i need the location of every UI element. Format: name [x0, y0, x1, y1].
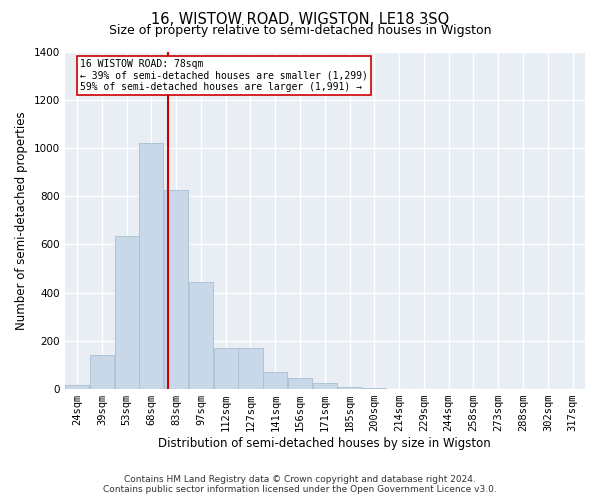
Bar [214, 348, 238, 389]
Bar [189, 282, 213, 389]
Y-axis label: Number of semi-detached properties: Number of semi-detached properties [15, 111, 28, 330]
Bar [313, 383, 337, 389]
Bar [115, 236, 139, 389]
Text: Size of property relative to semi-detached houses in Wigston: Size of property relative to semi-detach… [109, 24, 491, 37]
Bar [90, 356, 114, 389]
Text: 16 WISTOW ROAD: 78sqm
← 39% of semi-detached houses are smaller (1,299)
59% of s: 16 WISTOW ROAD: 78sqm ← 39% of semi-deta… [80, 58, 368, 92]
Bar [288, 378, 312, 389]
Text: 16, WISTOW ROAD, WIGSTON, LE18 3SQ: 16, WISTOW ROAD, WIGSTON, LE18 3SQ [151, 12, 449, 28]
Bar [164, 190, 188, 389]
Bar [238, 348, 263, 389]
Bar [139, 143, 163, 389]
Text: Contains HM Land Registry data © Crown copyright and database right 2024.
Contai: Contains HM Land Registry data © Crown c… [103, 474, 497, 494]
Bar [263, 372, 287, 389]
Bar [362, 388, 386, 389]
Bar [338, 386, 362, 389]
Bar [65, 386, 89, 389]
X-axis label: Distribution of semi-detached houses by size in Wigston: Distribution of semi-detached houses by … [158, 437, 491, 450]
